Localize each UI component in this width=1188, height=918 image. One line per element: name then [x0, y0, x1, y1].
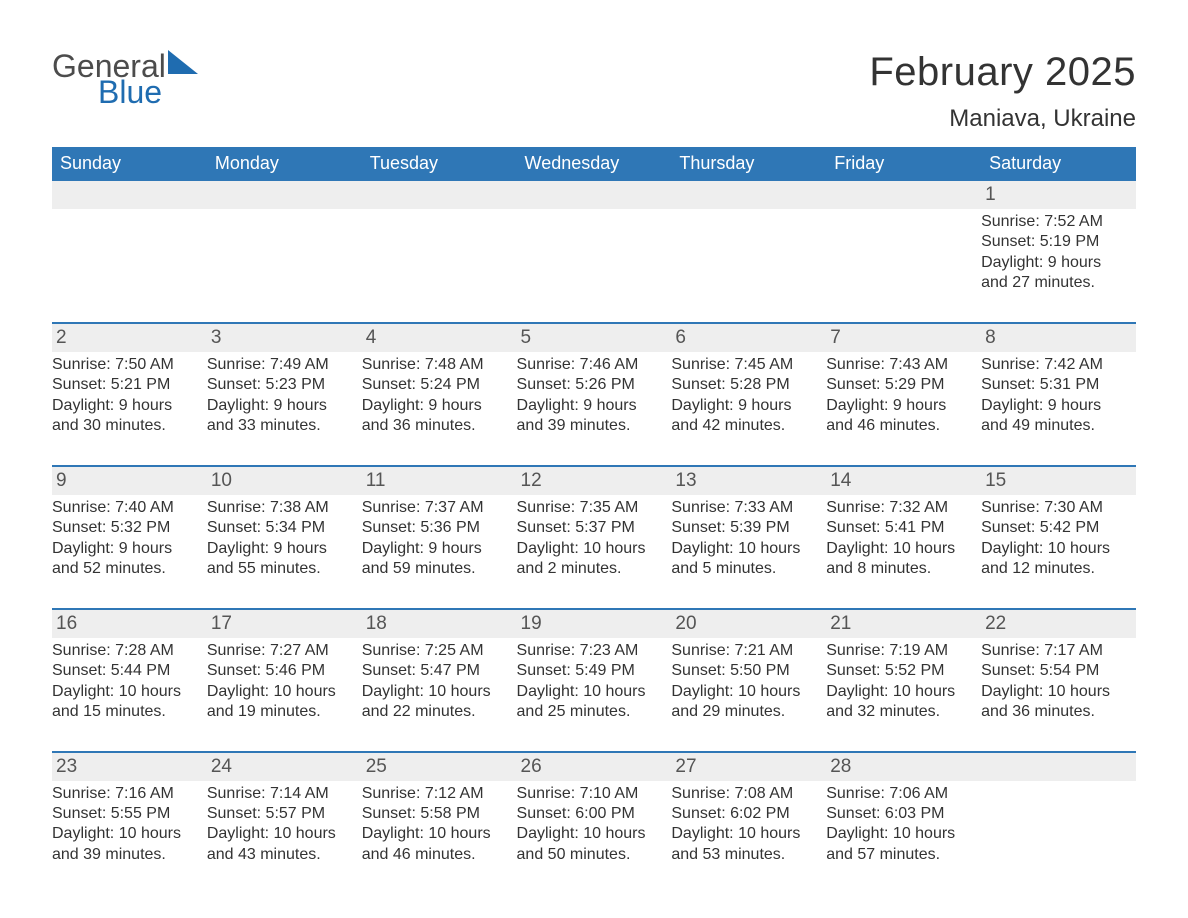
- day-header: Friday: [826, 147, 981, 181]
- day-cell: [826, 209, 981, 323]
- day-cell: Sunrise: 7:45 AMSunset: 5:28 PMDaylight:…: [671, 352, 826, 466]
- day-cell: Sunrise: 7:30 AMSunset: 5:42 PMDaylight:…: [981, 495, 1136, 609]
- day-cell: Sunrise: 7:40 AMSunset: 5:32 PMDaylight:…: [52, 495, 207, 609]
- day-number: 19: [517, 609, 672, 638]
- day-header-row: Sunday Monday Tuesday Wednesday Thursday…: [52, 147, 1136, 181]
- day-header: Saturday: [981, 147, 1136, 181]
- calendar-table: Sunday Monday Tuesday Wednesday Thursday…: [52, 147, 1136, 891]
- day-number: 22: [981, 609, 1136, 638]
- day-number: 26: [517, 752, 672, 781]
- day-cell: Sunrise: 7:37 AMSunset: 5:36 PMDaylight:…: [362, 495, 517, 609]
- day-cell: [517, 209, 672, 323]
- day-number: 3: [207, 323, 362, 352]
- day-cell: Sunrise: 7:17 AMSunset: 5:54 PMDaylight:…: [981, 638, 1136, 752]
- logo-text-block: General Blue: [52, 50, 198, 108]
- day-cell: [671, 209, 826, 323]
- day-number: 18: [362, 609, 517, 638]
- day-cell: [207, 209, 362, 323]
- day-header: Tuesday: [362, 147, 517, 181]
- day-number: [362, 181, 517, 209]
- day-cell: Sunrise: 7:35 AMSunset: 5:37 PMDaylight:…: [517, 495, 672, 609]
- day-number: 25: [362, 752, 517, 781]
- day-number: 4: [362, 323, 517, 352]
- header: General Blue February 2025 Maniava, Ukra…: [52, 50, 1136, 133]
- day-cell: Sunrise: 7:50 AMSunset: 5:21 PMDaylight:…: [52, 352, 207, 466]
- logo-blue: Blue: [98, 76, 162, 108]
- day-number: [52, 181, 207, 209]
- day-cell: Sunrise: 7:16 AMSunset: 5:55 PMDaylight:…: [52, 781, 207, 891]
- day-number: [517, 181, 672, 209]
- day-cell: Sunrise: 7:33 AMSunset: 5:39 PMDaylight:…: [671, 495, 826, 609]
- day-number: 15: [981, 466, 1136, 495]
- day-cell: Sunrise: 7:43 AMSunset: 5:29 PMDaylight:…: [826, 352, 981, 466]
- day-number: 27: [671, 752, 826, 781]
- day-cell: Sunrise: 7:48 AMSunset: 5:24 PMDaylight:…: [362, 352, 517, 466]
- day-cell: Sunrise: 7:12 AMSunset: 5:58 PMDaylight:…: [362, 781, 517, 891]
- day-header: Thursday: [671, 147, 826, 181]
- day-number: 10: [207, 466, 362, 495]
- content-row: Sunrise: 7:28 AMSunset: 5:44 PMDaylight:…: [52, 638, 1136, 752]
- location: Maniava, Ukraine: [869, 105, 1136, 133]
- day-cell: Sunrise: 7:49 AMSunset: 5:23 PMDaylight:…: [207, 352, 362, 466]
- day-cell: [52, 209, 207, 323]
- day-number: 6: [671, 323, 826, 352]
- day-number: 8: [981, 323, 1136, 352]
- day-cell: Sunrise: 7:42 AMSunset: 5:31 PMDaylight:…: [981, 352, 1136, 466]
- day-number: 20: [671, 609, 826, 638]
- day-cell: Sunrise: 7:52 AMSunset: 5:19 PMDaylight:…: [981, 209, 1136, 323]
- day-number: 9: [52, 466, 207, 495]
- day-cell: Sunrise: 7:21 AMSunset: 5:50 PMDaylight:…: [671, 638, 826, 752]
- day-cell: Sunrise: 7:27 AMSunset: 5:46 PMDaylight:…: [207, 638, 362, 752]
- day-number: [671, 181, 826, 209]
- day-cell: Sunrise: 7:28 AMSunset: 5:44 PMDaylight:…: [52, 638, 207, 752]
- day-number: 16: [52, 609, 207, 638]
- day-number: 28: [826, 752, 981, 781]
- day-number: 11: [362, 466, 517, 495]
- day-number: 13: [671, 466, 826, 495]
- day-number: 2: [52, 323, 207, 352]
- day-header: Wednesday: [517, 147, 672, 181]
- day-cell: [362, 209, 517, 323]
- day-cell: Sunrise: 7:19 AMSunset: 5:52 PMDaylight:…: [826, 638, 981, 752]
- day-cell: Sunrise: 7:32 AMSunset: 5:41 PMDaylight:…: [826, 495, 981, 609]
- content-row: Sunrise: 7:16 AMSunset: 5:55 PMDaylight:…: [52, 781, 1136, 891]
- content-row: Sunrise: 7:50 AMSunset: 5:21 PMDaylight:…: [52, 352, 1136, 466]
- day-header: Monday: [207, 147, 362, 181]
- day-number: 14: [826, 466, 981, 495]
- day-number: 12: [517, 466, 672, 495]
- month-title: February 2025: [869, 50, 1136, 95]
- daynum-row: 1: [52, 181, 1136, 209]
- logo-triangle-icon: [168, 50, 198, 74]
- daynum-row: 23 24 25 26 27 28: [52, 752, 1136, 781]
- logo: General Blue: [52, 50, 198, 108]
- day-cell: Sunrise: 7:14 AMSunset: 5:57 PMDaylight:…: [207, 781, 362, 891]
- day-number: 7: [826, 323, 981, 352]
- day-cell: Sunrise: 7:38 AMSunset: 5:34 PMDaylight:…: [207, 495, 362, 609]
- day-number: [981, 752, 1136, 781]
- day-number: 1: [981, 181, 1136, 209]
- day-number: [207, 181, 362, 209]
- day-number: 5: [517, 323, 672, 352]
- day-cell: Sunrise: 7:25 AMSunset: 5:47 PMDaylight:…: [362, 638, 517, 752]
- day-cell: Sunrise: 7:46 AMSunset: 5:26 PMDaylight:…: [517, 352, 672, 466]
- day-number: 17: [207, 609, 362, 638]
- title-block: February 2025 Maniava, Ukraine: [869, 50, 1136, 133]
- day-number: 21: [826, 609, 981, 638]
- content-row: Sunrise: 7:52 AMSunset: 5:19 PMDaylight:…: [52, 209, 1136, 323]
- day-header: Sunday: [52, 147, 207, 181]
- day-cell: Sunrise: 7:10 AMSunset: 6:00 PMDaylight:…: [517, 781, 672, 891]
- day-cell: Sunrise: 7:06 AMSunset: 6:03 PMDaylight:…: [826, 781, 981, 891]
- day-number: 23: [52, 752, 207, 781]
- daynum-row: 16 17 18 19 20 21 22: [52, 609, 1136, 638]
- content-row: Sunrise: 7:40 AMSunset: 5:32 PMDaylight:…: [52, 495, 1136, 609]
- day-cell: Sunrise: 7:08 AMSunset: 6:02 PMDaylight:…: [671, 781, 826, 891]
- day-number: 24: [207, 752, 362, 781]
- daynum-row: 9 10 11 12 13 14 15: [52, 466, 1136, 495]
- day-number: [826, 181, 981, 209]
- day-cell: Sunrise: 7:23 AMSunset: 5:49 PMDaylight:…: [517, 638, 672, 752]
- daynum-row: 2 3 4 5 6 7 8: [52, 323, 1136, 352]
- day-cell: [981, 781, 1136, 891]
